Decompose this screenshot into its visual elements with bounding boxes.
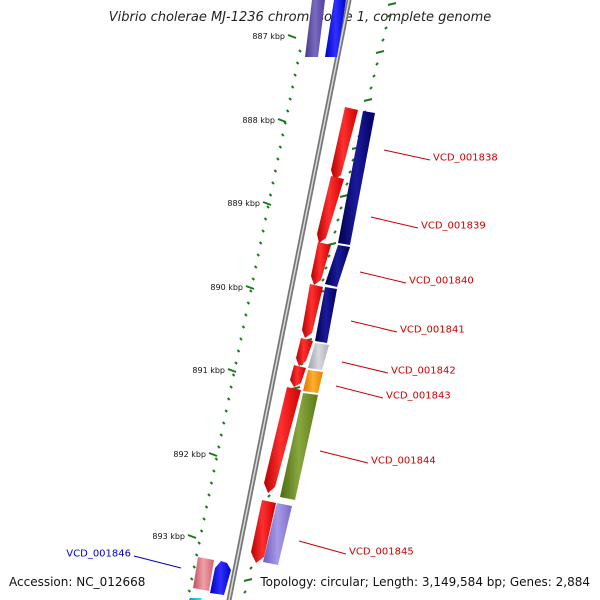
gene-feature-red-7[interactable]: [264, 387, 301, 493]
gene-label-leader: [370, 216, 419, 229]
gene-feature-vcd001842[interactable]: [308, 343, 329, 370]
gene-feature-vcd001843[interactable]: [303, 370, 323, 393]
gene-labels: VCD_001838 VCD_001839 VCD_001840 VCD_001841…: [66, 149, 498, 569]
gene-feature-vcd001840[interactable]: [315, 287, 337, 343]
gene-feature-vcd001846[interactable]: [210, 561, 231, 595]
gene-feature-pink[interactable]: [193, 557, 214, 591]
gene-feature-vcd001839[interactable]: [325, 245, 350, 287]
kbp-label: 891 kbp: [192, 366, 225, 375]
kbp-major-tick: [245, 285, 255, 290]
inner-tick-scale: [187, 49, 302, 593]
gene-label[interactable]: VCD_001841: [400, 325, 465, 336]
gene-feature-red-1[interactable]: [331, 107, 358, 180]
kbp-label: 892 kbp: [173, 450, 206, 459]
gene-feature-red-5[interactable]: [296, 338, 313, 366]
gene-label-leader: [383, 149, 431, 161]
gene-label-leader: [359, 271, 407, 284]
gene-feature-slate[interactable]: [305, 0, 325, 57]
gene-label-leader: [133, 555, 182, 569]
kbp-major-tick: [287, 34, 297, 39]
gene-label[interactable]: VCD_001840: [409, 276, 474, 287]
gene-label-leader: [319, 450, 369, 464]
gene-feature-blue[interactable]: [325, 0, 346, 57]
gene-label-leader: [298, 540, 347, 555]
forward-strand-features: [189, 0, 375, 600]
gene-label-leader: [341, 361, 389, 374]
gene-feature-vcd001838[interactable]: [338, 111, 375, 245]
gene-label[interactable]: VCD_001839: [421, 221, 486, 232]
kbp-major-tick: [208, 452, 218, 457]
gene-label[interactable]: VCD_001845: [349, 547, 414, 558]
kbp-major-tick: [227, 368, 237, 373]
kbp-major-tick: [187, 534, 197, 539]
gene-feature-red-8[interactable]: [251, 500, 276, 563]
gene-feature-red-2[interactable]: [317, 176, 344, 243]
gene-label[interactable]: VCD_001838: [433, 153, 498, 164]
gene-feature-red-3[interactable]: [311, 242, 331, 285]
gene-feature-vcd001844[interactable]: [280, 393, 318, 500]
gene-label[interactable]: VCD_001843: [386, 391, 451, 402]
gene-feature-red-4[interactable]: [302, 284, 323, 338]
kbp-label: 888 kbp: [242, 116, 275, 125]
accession-label: Accession: NC_012668: [9, 575, 146, 589]
kbp-major-tick: [262, 201, 272, 206]
chromosome-backbone-highlight: [228, 0, 350, 600]
kbp-label: 890 kbp: [210, 283, 243, 292]
kbp-label: 893 kbp: [152, 532, 185, 541]
genome-summary-label: Topology: circular; Length: 3,149,584 bp…: [260, 575, 590, 589]
gene-feature-red-6[interactable]: [290, 365, 306, 387]
kbp-label: 889 kbp: [227, 199, 260, 208]
kbp-major-tick: [277, 118, 287, 123]
gene-label-leader: [350, 320, 398, 333]
kbp-scale-labels: 887 kbp 888 kbp 889 kbp 890 kbp 891 kbp 892 k…: [152, 32, 297, 541]
gene-label[interactable]: VCD_001842: [391, 366, 456, 377]
kbp-label: 887 kbp: [252, 32, 285, 41]
gene-label-leader: [335, 385, 384, 399]
gene-label[interactable]: VCD_001844: [371, 456, 436, 467]
reverse-strand-features: [193, 0, 358, 591]
gene-feature-vcd001845[interactable]: [263, 503, 292, 565]
map-title: Vibrio cholerae MJ-1236 chromosome 1, co…: [108, 10, 492, 25]
gene-label[interactable]: VCD_001846: [66, 549, 131, 560]
